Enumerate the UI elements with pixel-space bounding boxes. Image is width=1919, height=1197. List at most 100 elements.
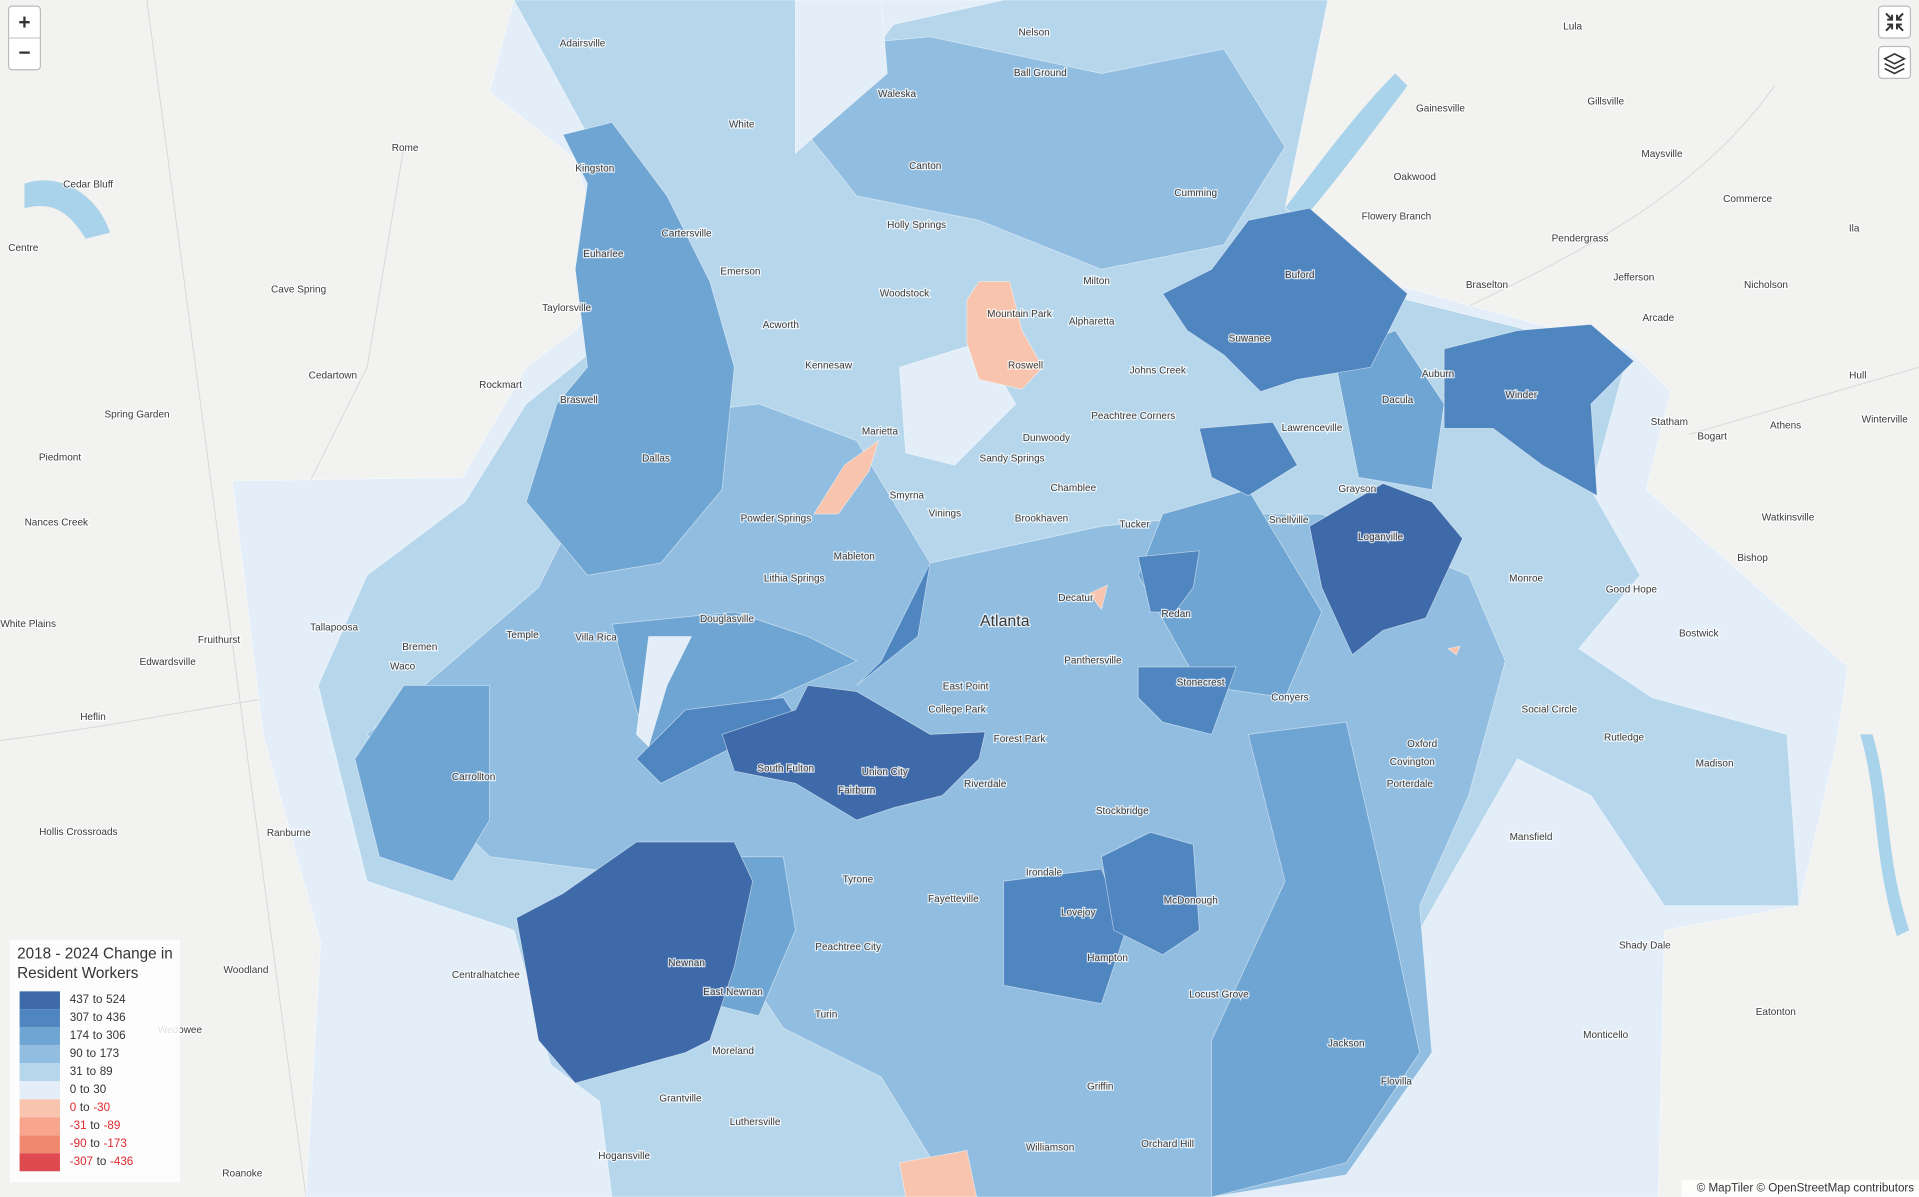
place-label: Bremen — [402, 642, 437, 653]
place-label: Auburn — [1422, 369, 1454, 380]
place-label: Monroe — [1509, 574, 1543, 585]
place-label: Braswell — [560, 395, 598, 406]
place-label: Fairburn — [838, 785, 875, 796]
place-label: Ranburne — [267, 828, 311, 839]
zoom-out-button[interactable]: − — [18, 41, 30, 64]
place-label: Taylorsville — [542, 303, 591, 314]
place-label: Brookhaven — [1015, 514, 1068, 525]
place-label: Mableton — [834, 552, 875, 563]
place-label: Adairsville — [560, 39, 606, 50]
place-label: Gainesville — [1416, 104, 1465, 115]
legend-label: -307 to -436 — [70, 1155, 134, 1168]
legend-from: -307 — [70, 1155, 93, 1168]
place-label: Ila — [1849, 224, 1860, 235]
place-label: McDonough — [1164, 895, 1218, 906]
place-label: Lula — [1563, 22, 1582, 33]
legend-swatch — [19, 1063, 60, 1082]
place-label: Pendergrass — [1552, 233, 1609, 244]
place-label: Villa Rica — [575, 632, 617, 643]
place-label: Stockbridge — [1096, 806, 1149, 817]
place-label: Orchard Hill — [1141, 1139, 1194, 1150]
place-label: Peachtree Corners — [1091, 411, 1175, 422]
place-label: Emerson — [720, 266, 760, 277]
place-label: Commerce — [1723, 194, 1772, 205]
place-label: Lovejoy — [1061, 908, 1096, 919]
legend-joiner: to — [93, 993, 103, 1006]
zoom-in-button[interactable]: + — [18, 11, 30, 34]
place-label: Sandy Springs — [980, 454, 1045, 465]
place-label: Rutledge — [1604, 733, 1645, 744]
attribution-box — [1681, 1179, 1919, 1197]
place-label: Griffin — [1087, 1081, 1114, 1092]
legend-to: -89 — [104, 1119, 121, 1132]
place-label: Dallas — [642, 454, 670, 465]
water — [24, 73, 1910, 937]
place-label: Social Circle — [1522, 705, 1578, 716]
place-label: Stonecrest — [1177, 678, 1225, 689]
legend-to: 306 — [106, 1029, 125, 1042]
place-label: Piedmont — [39, 452, 82, 463]
place-label: Canton — [909, 161, 941, 172]
place-label: Jefferson — [1613, 273, 1654, 284]
legend-from: 437 — [70, 993, 89, 1006]
place-label: Centralhatchee — [452, 970, 520, 981]
place-label: Jackson — [1328, 1039, 1365, 1050]
place-label: Ball Ground — [1014, 68, 1067, 79]
legend-from: -90 — [70, 1137, 87, 1150]
place-label: Temple — [506, 630, 539, 641]
legend-to: -436 — [110, 1155, 133, 1168]
legend-swatch — [19, 1135, 60, 1154]
legend-swatch — [19, 1081, 60, 1100]
place-label: Holly Springs — [887, 220, 946, 231]
fullscreen-icon — [1885, 12, 1904, 32]
place-label: Woodstock — [880, 288, 930, 299]
place-label: Bogart — [1697, 432, 1727, 443]
place-label: Flowery Branch — [1362, 211, 1432, 222]
legend-joiner: to — [86, 1047, 96, 1060]
layers-button[interactable] — [1878, 45, 1912, 79]
place-label: Roswell — [1008, 361, 1043, 372]
legend-joiner: to — [80, 1101, 90, 1114]
place-label: Suwanee — [1229, 334, 1271, 345]
place-label: Spring Garden — [104, 410, 169, 421]
place-label: Peachtree City — [815, 942, 881, 953]
place-label: Nicholson — [1744, 280, 1788, 291]
place-label: Hollis Crossroads — [39, 827, 117, 838]
fullscreen-button[interactable] — [1878, 5, 1912, 39]
place-label: Cedartown — [309, 370, 357, 381]
place-label: Roanoke — [222, 1168, 263, 1179]
legend-to: 30 — [93, 1083, 106, 1096]
legend-swatch — [19, 1027, 60, 1046]
place-label: Madison — [1696, 758, 1734, 769]
place-label: Euharlee — [583, 249, 624, 260]
legend-joiner: to — [86, 1065, 96, 1078]
legend-to: 89 — [100, 1065, 113, 1078]
place-labels: Adairsville Nelson Lula Ball Ground Waleska G… — [0, 20, 1909, 1180]
place-label: Arcade — [1642, 313, 1674, 324]
legend-label: 307 to 436 — [70, 1011, 126, 1024]
place-label: Carrollton — [452, 772, 495, 783]
place-label: Hampton — [1087, 953, 1128, 964]
legend-swatch — [19, 1045, 60, 1064]
legend-label: 31 to 89 — [70, 1065, 113, 1078]
legend-label: -31 to -89 — [70, 1119, 121, 1132]
legend-title: 2018 - 2024 Change in Resident Workers — [17, 944, 173, 982]
place-label: Rome — [392, 143, 419, 154]
place-label: Vinings — [928, 509, 961, 520]
place-label: Braselton — [1466, 280, 1508, 291]
place-label: Grantville — [659, 1094, 702, 1105]
place-label: Grayson — [1338, 484, 1376, 495]
place-label: Centre — [8, 243, 38, 254]
place-label: Fruithurst — [198, 635, 241, 646]
place-label: Dacula — [1382, 395, 1414, 406]
place-label: Nances Creek — [25, 517, 89, 528]
place-label: Tallapoosa — [310, 623, 358, 634]
legend-from: 90 — [70, 1047, 83, 1060]
place-label: Tucker — [1119, 520, 1150, 531]
place-label: Turin — [815, 1009, 837, 1020]
legend-from: 307 — [70, 1011, 89, 1024]
legend-joiner: to — [90, 1119, 100, 1132]
place-label: Buford — [1285, 270, 1315, 281]
place-label: Flovilla — [1381, 1077, 1413, 1088]
place-label: Oakwood — [1394, 172, 1436, 183]
